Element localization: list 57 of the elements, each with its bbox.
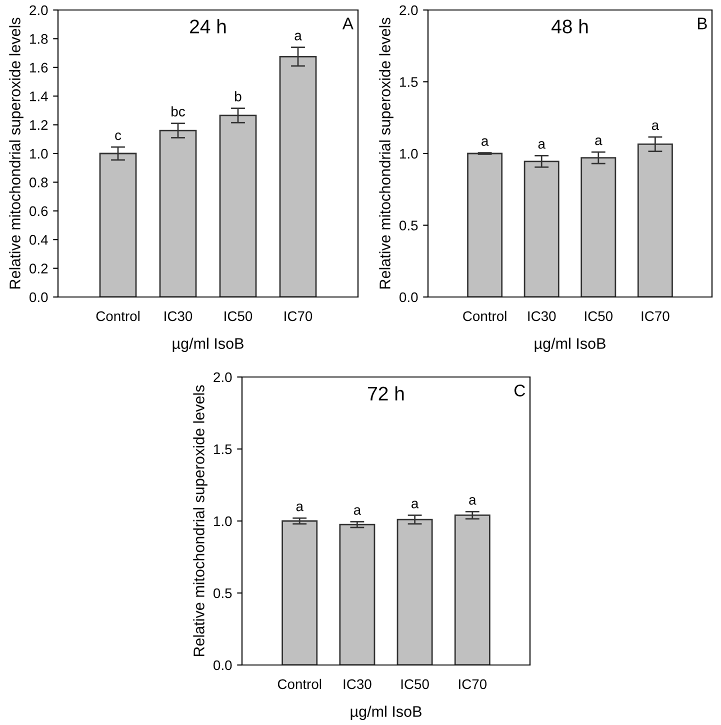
annotation: c <box>115 132 122 140</box>
annotation: a <box>595 138 602 146</box>
y-tick-label: 1.0 <box>30 148 48 159</box>
y-tick-label: 2.0 <box>30 5 48 16</box>
annotation: A <box>342 18 354 30</box>
annotation: bc <box>172 106 185 116</box>
y-tick-label: 1.5 <box>400 77 418 87</box>
chart-title: 24 h <box>190 19 226 34</box>
x-tick-label: IC70 <box>642 311 670 322</box>
y-tick-label: 1.8 <box>30 34 48 44</box>
y-tick-label: 2.0 <box>214 372 232 382</box>
y-tick-label: 1.0 <box>400 148 418 159</box>
y-tick-label: 2.0 <box>400 5 418 16</box>
y-tick-label: 0.5 <box>400 220 418 230</box>
annotation: a <box>354 507 362 515</box>
x-axis-title: µg/ml IsoB <box>534 338 606 352</box>
y-axis-title: Relative mitochondrial superoxide levels <box>193 385 208 656</box>
x-tick-label: IC50 <box>401 679 429 690</box>
x-tick-label: IC70 <box>284 311 312 322</box>
y-tick-label: 1.0 <box>214 516 232 526</box>
y-tick-label: 1.5 <box>214 444 232 454</box>
annotation: a <box>412 500 419 508</box>
annotation: b <box>235 91 242 102</box>
x-tick-label: IC30 <box>528 311 556 322</box>
y-tick-label: 0.6 <box>30 206 48 216</box>
y-tick-label: 1.4 <box>30 92 48 102</box>
y-tick-label: 0.8 <box>30 178 48 188</box>
y-tick-label: 0.0 <box>30 292 48 302</box>
y-tick-label: 1.6 <box>30 62 48 73</box>
x-tick-label: IC50 <box>224 311 252 322</box>
x-axis-title: µg/ml IsoB <box>172 338 244 352</box>
y-axis-title: Relative mitochondrial superoxide levels <box>379 18 394 289</box>
x-tick-label: Control <box>463 310 506 322</box>
y-tick-label: 1.2 <box>30 120 48 130</box>
y-tick-label: 0.0 <box>400 292 418 302</box>
x-tick-label: Control <box>96 310 140 322</box>
x-tick-label: Control <box>278 678 322 690</box>
y-tick-label: 0.4 <box>30 234 48 245</box>
x-axis-title: µg/ml IsoB <box>350 706 422 720</box>
annotation: C <box>514 384 526 396</box>
y-axis-title: Relative mitochondrial superoxide levels <box>9 18 24 289</box>
x-tick-label: IC70 <box>459 679 487 690</box>
annotation: a <box>482 138 489 146</box>
chart-title: 72 h <box>368 386 404 400</box>
annotation: B <box>698 18 707 30</box>
y-tick-label: 0.0 <box>214 660 232 670</box>
x-tick-label: IC30 <box>344 679 372 690</box>
chart-title: 48 h <box>552 19 588 34</box>
annotation: a <box>469 497 476 505</box>
x-tick-label: IC30 <box>164 311 192 322</box>
y-tick-label: 0.2 <box>30 264 48 274</box>
y-tick-label: 0.5 <box>214 588 232 598</box>
annotation: a <box>296 504 304 512</box>
annotation: a <box>538 141 546 149</box>
x-tick-label: IC50 <box>585 311 613 322</box>
annotation: a <box>652 122 660 130</box>
annotation: a <box>294 32 302 40</box>
